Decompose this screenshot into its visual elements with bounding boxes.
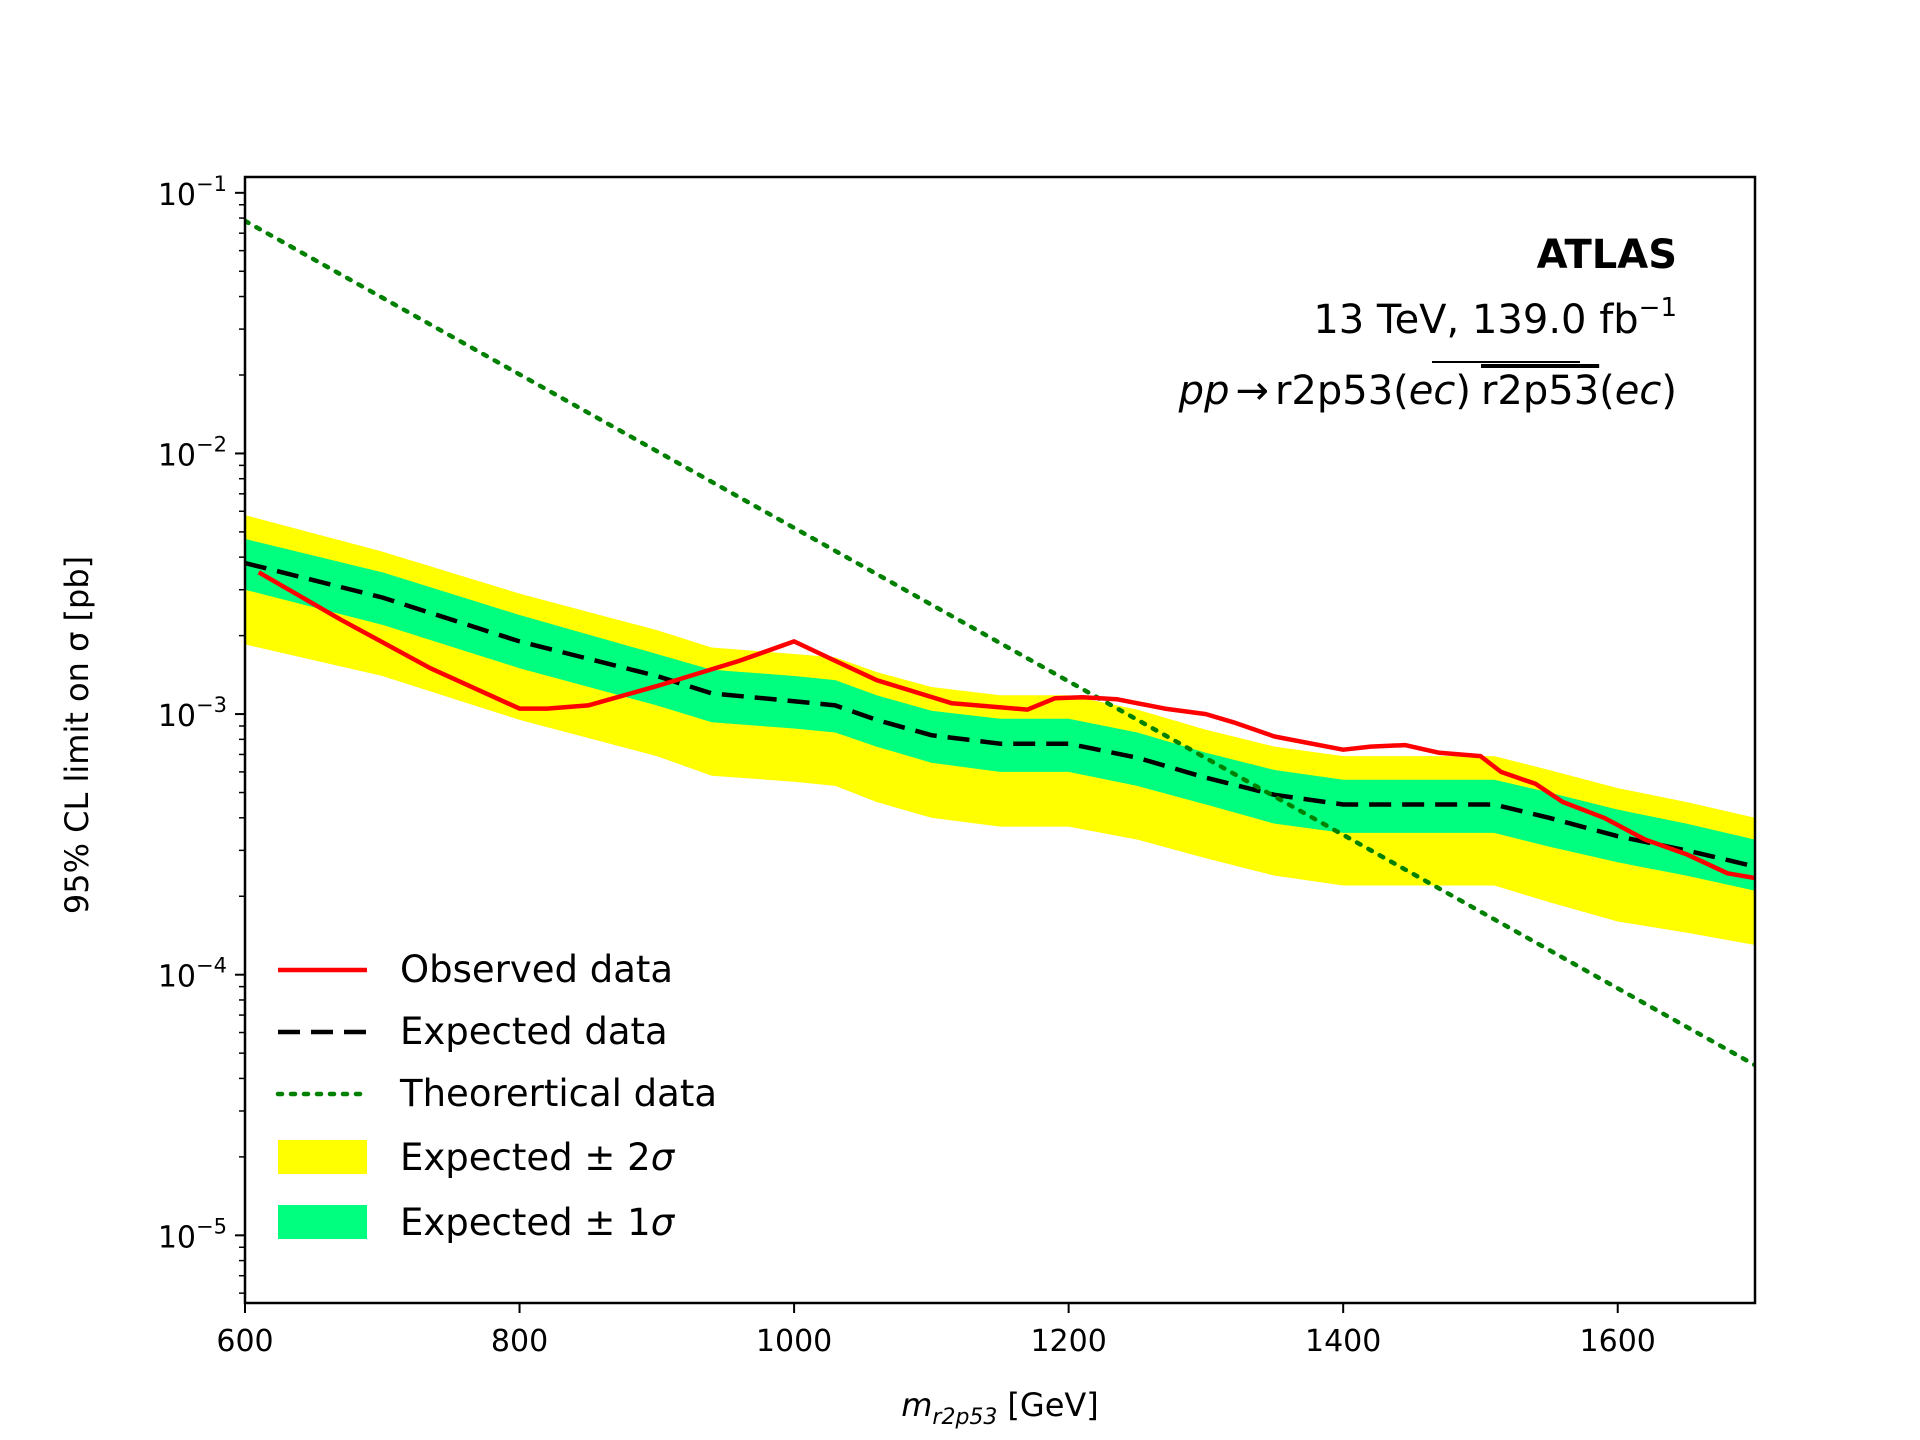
x-tick-label: 600: [216, 1324, 273, 1359]
legend-label: Expected data: [400, 1010, 668, 1053]
experiment-label: ATLAS: [1537, 232, 1677, 278]
series-line-theorertical-data: [245, 218, 1755, 1068]
x-tick-label: 1400: [1305, 1324, 1381, 1359]
x-axis: 600 800 1000 1200 1400 1600: [216, 1303, 1656, 1359]
y-axis: 10−1 10−2 10−3 10−4 10−5: [158, 172, 245, 1294]
x-tick-label: 1200: [1030, 1324, 1106, 1359]
y-tick-label: 10−4: [158, 954, 227, 995]
plot-area: [245, 218, 1755, 1068]
x-tick-label: 1000: [756, 1324, 832, 1359]
legend-swatch-one-sigma: [278, 1205, 367, 1239]
y-tick-label: 10−2: [158, 432, 227, 473]
legend-label: Expected ± 1σ: [400, 1201, 676, 1244]
legend-swatch-two-sigma: [278, 1140, 367, 1174]
x-axis-title: mr2p53 [GeV]: [901, 1386, 1099, 1430]
x-tick-label: 800: [491, 1324, 548, 1359]
legend-label: Expected ± 2σ: [400, 1136, 676, 1179]
legend: Observed data Expected data Theorertical d…: [275, 948, 717, 1244]
series-line-observed-data: [257, 570, 1755, 881]
y-axis-title: 95% CL limit on σ [pb]: [58, 556, 96, 914]
legend-label: Theorertical data: [399, 1072, 717, 1115]
y-tick-label: 10−5: [158, 1214, 227, 1255]
x-tick-label: 1600: [1580, 1324, 1656, 1359]
y-tick-label: 10−1: [158, 172, 227, 213]
y-tick-label: 10−3: [158, 693, 227, 734]
energy-label: 13 TeV, 139.0 fb−1: [1313, 293, 1677, 343]
legend-label: Observed data: [400, 948, 673, 991]
process-label: pp → r2p53(ec) r2p53(ec): [1178, 368, 1677, 414]
